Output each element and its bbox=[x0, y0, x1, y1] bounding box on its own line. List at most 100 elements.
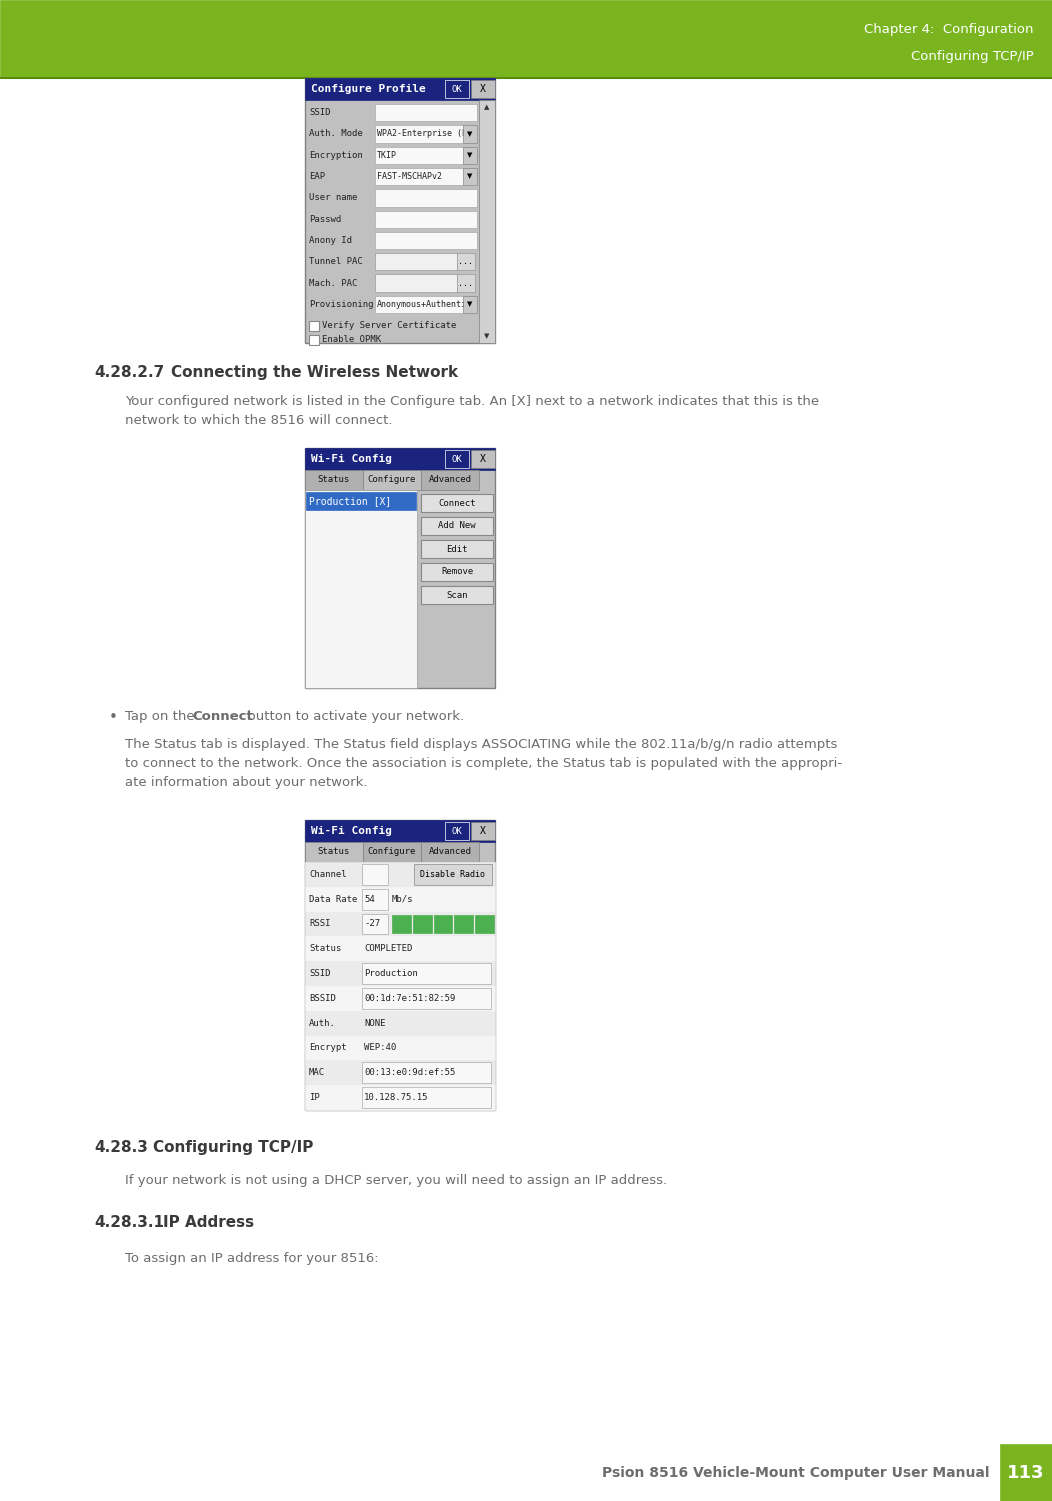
Bar bbox=[421, 563, 493, 581]
Bar bbox=[421, 540, 493, 558]
Bar bbox=[305, 961, 495, 986]
Bar bbox=[375, 189, 477, 207]
Text: Tap on the: Tap on the bbox=[125, 710, 199, 723]
Text: Configuring TCP/IP: Configuring TCP/IP bbox=[153, 1139, 313, 1154]
Bar bbox=[362, 865, 388, 884]
Text: Tunnel PAC: Tunnel PAC bbox=[309, 257, 363, 266]
Text: SSID: SSID bbox=[309, 108, 330, 117]
Text: TKIP: TKIP bbox=[377, 150, 397, 159]
Bar bbox=[375, 231, 477, 249]
Text: ▼: ▼ bbox=[484, 333, 489, 339]
Text: 4.28.3.1: 4.28.3.1 bbox=[95, 1214, 165, 1229]
Text: NONE: NONE bbox=[364, 1019, 385, 1028]
Text: Your configured network is listed in the Configure tab. An [X] next to a network: Your configured network is listed in the… bbox=[125, 395, 818, 408]
Text: to connect to the network. Once the association is complete, the Status tab is p: to connect to the network. Once the asso… bbox=[125, 757, 842, 770]
Bar bbox=[0, 1444, 1000, 1501]
Text: OK: OK bbox=[451, 84, 463, 93]
Bar bbox=[414, 865, 492, 884]
Bar bbox=[375, 104, 477, 122]
Bar bbox=[445, 823, 469, 841]
Text: To assign an IP address for your 8516:: To assign an IP address for your 8516: bbox=[125, 1252, 379, 1265]
Bar bbox=[463, 168, 477, 185]
Text: 00:13:e0:9d:ef:55: 00:13:e0:9d:ef:55 bbox=[364, 1069, 456, 1078]
Bar bbox=[421, 842, 479, 862]
Bar bbox=[305, 447, 495, 687]
Bar bbox=[454, 914, 473, 934]
Bar bbox=[471, 450, 495, 468]
Text: Connect: Connect bbox=[193, 710, 254, 723]
Text: ▼: ▼ bbox=[467, 131, 472, 137]
Text: Status: Status bbox=[309, 944, 341, 953]
Bar bbox=[445, 80, 469, 98]
Text: 54: 54 bbox=[364, 895, 375, 904]
Text: Production: Production bbox=[364, 970, 418, 979]
Text: Production [X]: Production [X] bbox=[309, 495, 391, 506]
Text: Scan: Scan bbox=[446, 590, 468, 599]
Bar bbox=[463, 296, 477, 314]
Text: Disable Radio: Disable Radio bbox=[421, 871, 486, 880]
Bar bbox=[362, 964, 491, 985]
Bar bbox=[363, 842, 421, 862]
Text: Configure: Configure bbox=[368, 476, 417, 485]
Text: Mach. PAC: Mach. PAC bbox=[309, 279, 358, 288]
Bar bbox=[421, 585, 493, 603]
Bar bbox=[471, 823, 495, 841]
Bar bbox=[305, 842, 363, 862]
Text: MAC: MAC bbox=[309, 1069, 325, 1078]
Text: Passwd: Passwd bbox=[309, 215, 341, 224]
Bar bbox=[309, 321, 319, 332]
Bar bbox=[305, 820, 495, 1111]
Bar bbox=[305, 78, 495, 344]
Bar bbox=[362, 1087, 491, 1108]
Bar bbox=[375, 254, 457, 270]
Bar bbox=[306, 492, 416, 510]
Text: Data Rate: Data Rate bbox=[309, 895, 358, 904]
Text: Connect: Connect bbox=[439, 498, 476, 507]
Text: Edit: Edit bbox=[446, 545, 468, 554]
Text: Wi-Fi Config: Wi-Fi Config bbox=[311, 826, 392, 836]
Text: ate information about your network.: ate information about your network. bbox=[125, 776, 367, 790]
Text: WEP:40: WEP:40 bbox=[364, 1043, 397, 1052]
Text: IP: IP bbox=[309, 1093, 320, 1102]
Bar bbox=[433, 914, 452, 934]
Bar bbox=[305, 911, 495, 937]
Bar bbox=[1000, 1444, 1052, 1501]
Text: Wi-Fi Config: Wi-Fi Config bbox=[311, 453, 392, 464]
Bar bbox=[421, 516, 493, 534]
Bar bbox=[375, 210, 477, 228]
Text: Advanced: Advanced bbox=[428, 476, 471, 485]
Text: EAP: EAP bbox=[309, 173, 325, 182]
Text: -27: -27 bbox=[364, 920, 380, 929]
Bar bbox=[305, 470, 363, 489]
Bar bbox=[457, 275, 476, 291]
Bar bbox=[421, 494, 493, 512]
Text: ...: ... bbox=[459, 257, 473, 266]
Bar bbox=[463, 125, 477, 143]
Text: The Status tab is displayed. The Status field displays ASSOCIATING while the 802: The Status tab is displayed. The Status … bbox=[125, 738, 837, 750]
Bar bbox=[305, 862, 495, 887]
Text: FAST-MSCHAPv2: FAST-MSCHAPv2 bbox=[377, 173, 442, 182]
Bar bbox=[0, 0, 1052, 78]
Bar bbox=[375, 147, 477, 164]
Text: Encryption: Encryption bbox=[309, 150, 363, 159]
Bar bbox=[305, 1010, 495, 1036]
Bar bbox=[305, 489, 417, 687]
Text: Provisioning: Provisioning bbox=[309, 300, 373, 309]
Bar bbox=[445, 450, 469, 468]
Text: 10.128.75.15: 10.128.75.15 bbox=[364, 1093, 428, 1102]
Bar bbox=[476, 914, 494, 934]
Text: Enable OPMK: Enable OPMK bbox=[322, 336, 381, 345]
Bar bbox=[375, 168, 477, 185]
Bar bbox=[362, 1063, 491, 1084]
Text: ▼: ▼ bbox=[467, 174, 472, 180]
Text: 4.28.3: 4.28.3 bbox=[95, 1139, 148, 1154]
Bar bbox=[412, 914, 431, 934]
Text: Add New: Add New bbox=[439, 521, 476, 530]
Text: X: X bbox=[480, 453, 486, 464]
Bar bbox=[457, 254, 476, 270]
Text: Verify Server Certificate: Verify Server Certificate bbox=[322, 321, 457, 330]
Bar bbox=[362, 988, 491, 1009]
Text: COMPLETED: COMPLETED bbox=[364, 944, 412, 953]
Bar bbox=[375, 296, 477, 314]
Text: Configure: Configure bbox=[368, 848, 417, 857]
